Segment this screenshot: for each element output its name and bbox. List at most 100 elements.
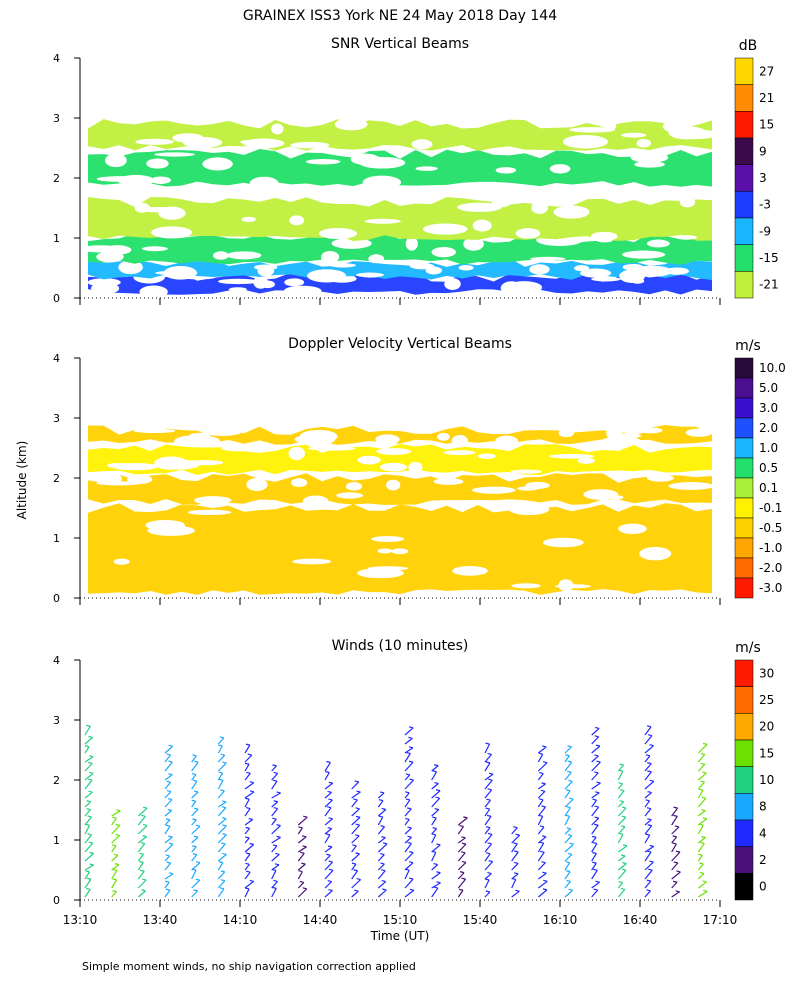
wind-barb-flag (139, 852, 144, 855)
wind-barb-flag (195, 824, 201, 827)
wind-barb (191, 808, 199, 817)
heatmap-gap (253, 275, 269, 289)
wind-barb-flag (407, 807, 412, 810)
wind-barb (217, 807, 227, 817)
colorbar-label: 0.5 (759, 461, 778, 475)
wind-barb (218, 801, 227, 808)
heatmap-gap (151, 226, 193, 239)
colorbar-label: -1.0 (759, 541, 782, 555)
wind-barb-flag (301, 862, 306, 865)
wind-barb-flag (543, 879, 548, 882)
wind-barb-flag (168, 842, 174, 845)
heatmap-gap (621, 250, 666, 259)
wind-barb-flag (620, 789, 625, 792)
wind-barb (324, 782, 334, 790)
wind-barb (351, 870, 359, 880)
wind-barb (511, 851, 519, 862)
wind-barb (591, 889, 599, 898)
wind-barb (644, 792, 652, 799)
heatmap-layer (88, 149, 712, 187)
heatmap-gap (307, 269, 347, 283)
wind-barb (511, 890, 520, 898)
wind-barb (671, 871, 681, 880)
wind-barb-flag (273, 807, 278, 810)
wind-barb (137, 807, 148, 817)
wind-barb-flag (302, 845, 307, 848)
heatmap-gap (220, 445, 256, 452)
wind-barb-flag (353, 869, 358, 872)
wind-barb (617, 816, 627, 826)
colorbar-swatch (734, 793, 754, 821)
wind-barb (297, 836, 307, 844)
wind-barb-flag (565, 861, 570, 864)
heatmap-gap (405, 236, 418, 251)
wind-barb-flag (542, 761, 548, 764)
wind-barb (84, 763, 93, 772)
wind-barb-flag (192, 754, 197, 757)
wind-barb-flag (566, 827, 571, 830)
wind-barb (591, 843, 598, 853)
wind-barb (671, 881, 678, 889)
wind-barb-flag (245, 797, 250, 800)
wind-barb (217, 762, 227, 772)
heatmap-gap (379, 462, 408, 472)
wind-barb (84, 809, 91, 817)
wind-barb (324, 861, 334, 871)
wind-barb-flag (594, 754, 599, 757)
wind-barb (591, 806, 600, 817)
wind-barb-flag (541, 782, 546, 785)
wind-barb-flag (405, 798, 411, 801)
wind-barb (617, 834, 624, 844)
colorbar-swatch (734, 517, 754, 539)
wind-barb-flag (621, 868, 627, 871)
wind-barb-flag (568, 779, 573, 783)
wind-barb (164, 889, 171, 898)
wind-barb (271, 818, 277, 826)
wind-barb-flag (463, 816, 468, 819)
colorbar-label: -2.0 (759, 561, 782, 575)
colorbar-label: 0.1 (759, 481, 778, 495)
x-tick-label: 15:40 (463, 913, 498, 927)
x-tick-label: 16:10 (543, 913, 578, 927)
wind-barb (537, 880, 548, 889)
wind-barb (484, 762, 491, 772)
wind-barb-flag (484, 878, 490, 881)
wind-barb-flag (193, 807, 199, 810)
wind-barb (617, 764, 624, 772)
wind-barb (324, 890, 333, 898)
heatmap-gap (558, 579, 574, 592)
wind-barb (564, 755, 570, 763)
wind-barb (644, 780, 655, 790)
heatmap-gap (562, 134, 608, 149)
colorbar-swatch (734, 739, 754, 767)
wind-barb-flag (193, 835, 199, 838)
wind-barb-flag (111, 844, 117, 847)
heatmap-gap (150, 176, 171, 184)
wind-barb-flag (328, 860, 333, 863)
wind-barb (484, 834, 493, 844)
wind-barb (537, 746, 547, 754)
wind-barb (217, 862, 224, 871)
wind-barb-flag (325, 770, 330, 774)
wind-barb (457, 862, 467, 871)
wind-barb-flag (702, 771, 707, 774)
wind-barb (591, 836, 597, 844)
wind-barb-flag (112, 868, 117, 871)
x-tick-label: 13:40 (143, 913, 178, 927)
wind-barb (697, 818, 708, 826)
wind-barb (271, 765, 277, 772)
y-tick-label: 2 (53, 472, 60, 485)
figure-title: GRAINEX ISS3 York NE 24 May 2018 Day 144 (243, 8, 557, 24)
wind-barb (324, 881, 333, 889)
heatmap-gap (506, 281, 543, 294)
wind-barb (297, 882, 305, 889)
wind-barb (244, 871, 251, 880)
colorbar-swatch (734, 477, 754, 499)
heatmap-gap (622, 426, 645, 435)
colorbar-label: 25 (759, 693, 774, 707)
heatmap-gap (542, 537, 584, 548)
wind-barb (484, 873, 492, 880)
wind-barb-flag (248, 817, 253, 821)
wind-barb-flag (222, 824, 227, 827)
